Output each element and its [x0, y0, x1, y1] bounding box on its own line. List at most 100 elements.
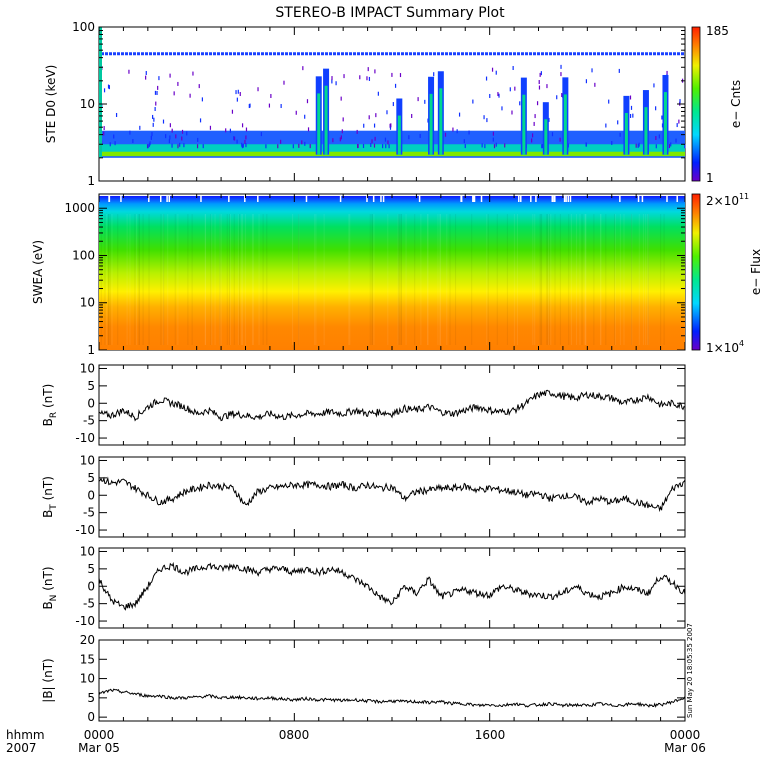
ste-sparse-count [245, 143, 247, 148]
br-y-tick-label: 5 [87, 379, 95, 393]
ste-sparse-count [248, 104, 250, 109]
ste-sparse-count [169, 135, 171, 140]
br-y-tick-label: -5 [83, 414, 95, 428]
swea-variation [266, 214, 268, 345]
swea-variation [449, 214, 451, 345]
swea-variation [136, 214, 138, 345]
ste-sparse-count [444, 132, 447, 137]
ste-sparse-count [618, 68, 620, 73]
ste-sparse-count [132, 139, 134, 144]
swea-colorbar-min: 1×104 [706, 339, 744, 355]
ste-sparse-count [661, 115, 663, 120]
bmag-y-tick-label: 15 [80, 652, 95, 666]
y-tick-label: 10 [80, 97, 95, 111]
swea-variation [427, 214, 429, 345]
swea-gap [535, 196, 537, 202]
br-y-tick-label: 10 [80, 361, 95, 375]
swea-gap [666, 196, 668, 202]
swea-variation [631, 214, 633, 345]
swea-variation [262, 214, 264, 345]
swea-variation [373, 214, 375, 345]
ste-sparse-count [335, 81, 337, 86]
swea-variation [204, 214, 206, 345]
ste-sparse-count [169, 123, 171, 128]
ste-burst-core [563, 94, 567, 155]
swea-variation [369, 214, 371, 345]
swea-variation [138, 214, 140, 345]
br-trace [98, 389, 686, 422]
swea-variation [104, 214, 106, 345]
ste-sparse-count [676, 123, 678, 128]
ste-sparse-count [239, 92, 241, 97]
time-axis: hhmm 2007 0000 Mar 05 0800 1600 0000 Mar… [6, 728, 706, 755]
ste-burst-core [663, 92, 667, 155]
ste-sparse-count [201, 97, 203, 102]
bt-panel: -10 -5 0 5 10 BT (nT) [41, 453, 686, 538]
ste-sparse-count [356, 144, 359, 149]
ste-sparse-count [382, 144, 384, 149]
plot-timestamp: Sun May 20 18:05:35 2007 [686, 623, 694, 718]
y-tick-label: 1000 [64, 201, 95, 215]
swea-variation [638, 214, 640, 345]
bt-plot-area [98, 456, 686, 538]
ste-sparse-count [394, 83, 397, 88]
ste-sparse-count [655, 144, 657, 149]
time-tick-label-0800: 0800 [279, 728, 310, 742]
ste-sparse-count [233, 136, 235, 141]
swea-variation [439, 214, 441, 345]
swea-variation [584, 214, 586, 345]
ste-sparse-count [417, 97, 419, 102]
ste-sparse-count [302, 66, 304, 71]
ste-sparse-count [463, 139, 465, 144]
ste-sparse-count [225, 128, 227, 133]
y-tick-label: 1 [87, 343, 95, 357]
ste-sparse-count [389, 123, 391, 128]
ste-sparse-count [546, 84, 548, 89]
ste-sparse-count [339, 137, 341, 142]
swea-colorbar-max: 2×1011 [706, 192, 749, 208]
ste-sparse-count [541, 144, 543, 149]
swea-variation [129, 214, 131, 345]
ste-sparse-count [244, 139, 246, 144]
swea-variation [258, 214, 260, 345]
ste-sparse-count [181, 136, 183, 141]
swea-variation [237, 214, 239, 345]
ste-sparse-count [175, 134, 177, 139]
ste-sparse-count [332, 138, 334, 143]
swea-gap [473, 196, 475, 202]
ste-sparse-count [309, 144, 311, 149]
bmag-y-tick-label: 10 [80, 672, 95, 686]
ste-sparse-count [472, 99, 474, 104]
ste-sparse-count [373, 123, 376, 128]
bn-ylabel: BN (nT) [41, 566, 59, 609]
ste-sparse-count [585, 142, 587, 147]
ste-plot-area [98, 26, 686, 182]
bn-y-tick-label: 5 [87, 562, 95, 576]
bn-trace [98, 561, 686, 611]
swea-gap [567, 196, 570, 202]
ste-sparse-count [331, 79, 333, 84]
swea-variation [400, 214, 402, 345]
swea-variation [226, 214, 228, 345]
ste-sparse-count [560, 72, 562, 77]
ste-sparse-count [359, 75, 361, 80]
swea-gap [480, 196, 483, 202]
ste-y-ticks: 1 10 100 [72, 20, 686, 188]
swea-gap [244, 196, 246, 202]
bn-y-tick-label: -5 [83, 597, 95, 611]
swea-variation [585, 214, 587, 345]
ste-sparse-count [154, 90, 157, 95]
ste-sparse-count [363, 123, 365, 128]
y-tick-label: 100 [72, 248, 95, 262]
ste-burst-core [439, 88, 443, 155]
swea-variation [663, 214, 665, 345]
ste-sparse-count [629, 95, 632, 100]
swea-gap [228, 196, 230, 202]
ste-sparse-count [114, 141, 116, 146]
ste-sparse-count [367, 67, 369, 72]
ste-sparse-count [249, 103, 251, 108]
ste-sparse-count [151, 132, 153, 137]
swea-variation [554, 214, 556, 345]
swea-variation [100, 214, 102, 345]
ste-sparse-count [388, 144, 390, 149]
